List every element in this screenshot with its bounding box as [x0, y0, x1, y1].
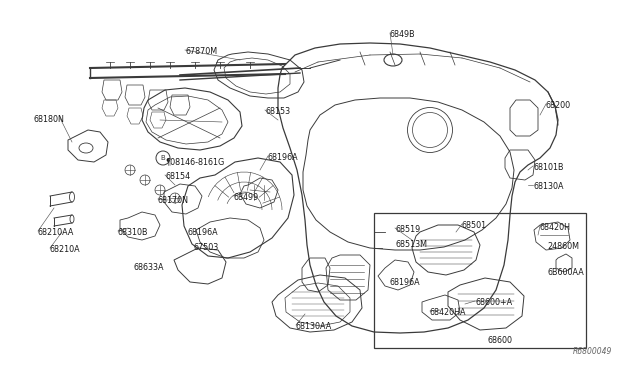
Text: 67870M: 67870M [185, 47, 217, 56]
Text: 68513M: 68513M [395, 240, 427, 249]
Text: 68600+A: 68600+A [475, 298, 512, 307]
Text: 68196A: 68196A [389, 278, 420, 287]
Text: 68310B: 68310B [118, 228, 148, 237]
Text: 68633A: 68633A [133, 263, 163, 272]
Text: 24860M: 24860M [547, 242, 579, 251]
Text: 68170N: 68170N [158, 196, 189, 205]
Text: 68196A: 68196A [188, 228, 219, 237]
Text: ¶08146-8161G: ¶08146-8161G [165, 157, 224, 166]
Text: 68210A: 68210A [50, 245, 81, 254]
Text: 68196A: 68196A [268, 153, 299, 162]
Bar [374, 213, 586, 348]
Text: 68420H: 68420H [540, 223, 571, 232]
Text: 68210AA: 68210AA [38, 228, 74, 237]
Text: 68499: 68499 [233, 193, 259, 202]
Text: 67503: 67503 [193, 243, 218, 252]
Text: 6849B: 6849B [390, 30, 415, 39]
Text: 68600: 68600 [488, 336, 513, 345]
Text: 68101B: 68101B [533, 163, 563, 172]
Text: 68130AA: 68130AA [296, 322, 332, 331]
Text: B: B [161, 155, 165, 161]
Text: 68153: 68153 [265, 107, 290, 116]
Text: 68154: 68154 [165, 172, 190, 181]
Text: 68501: 68501 [462, 221, 487, 230]
Text: 68130A: 68130A [533, 182, 563, 191]
Text: 68519: 68519 [395, 225, 420, 234]
Text: R6800049: R6800049 [573, 347, 612, 356]
Text: 68180N: 68180N [33, 115, 64, 124]
Text: 68200: 68200 [546, 101, 571, 110]
Text: 68420HA: 68420HA [430, 308, 467, 317]
Text: 6B600AA: 6B600AA [547, 268, 584, 277]
